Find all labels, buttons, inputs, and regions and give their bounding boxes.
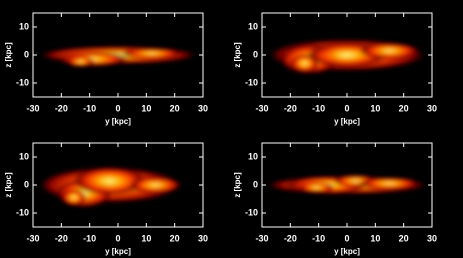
y-tick-label: -10 bbox=[245, 77, 258, 87]
x-axis-label: y [kpc] bbox=[105, 247, 131, 256]
x-tick-label: 0 bbox=[115, 103, 120, 113]
x-tick-label: -20 bbox=[55, 233, 68, 243]
y-tick-label: 10 bbox=[248, 151, 258, 161]
x-axis-label: y [kpc] bbox=[105, 117, 131, 126]
y-tick-label: 0 bbox=[253, 49, 258, 59]
x-tick-label: 10 bbox=[141, 233, 151, 243]
y-axis-label: z [kpc] bbox=[233, 42, 242, 68]
density-blob bbox=[73, 166, 146, 195]
density-map bbox=[38, 46, 198, 67]
x-tick-label: 0 bbox=[344, 233, 349, 243]
y-axis-label: z [kpc] bbox=[4, 172, 13, 198]
x-tick-label: 10 bbox=[370, 233, 380, 243]
y-tick-label: 0 bbox=[24, 49, 29, 59]
density-map bbox=[265, 174, 429, 194]
density-blob bbox=[129, 177, 182, 193]
x-tick-label: -20 bbox=[284, 233, 297, 243]
x-axis-label: y [kpc] bbox=[334, 247, 360, 256]
x-tick-label: 10 bbox=[370, 103, 380, 113]
y-tick-label: -10 bbox=[245, 207, 258, 217]
x-tick-label: -30 bbox=[26, 233, 39, 243]
x-tick-label: 30 bbox=[427, 103, 437, 113]
panel: -30 -20 -10 0 10 20 30 -10 0 10 y [kpc] z [kpc] bbox=[4, 12, 208, 126]
x-tick-label: 30 bbox=[427, 233, 437, 243]
x-tick-label: 20 bbox=[170, 103, 180, 113]
x-tick-label: -20 bbox=[284, 103, 297, 113]
x-tick-label: -10 bbox=[312, 233, 325, 243]
x-tick-label: -10 bbox=[83, 103, 96, 113]
x-tick-label: 0 bbox=[115, 233, 120, 243]
y-tick-label: 10 bbox=[19, 21, 29, 31]
density-blob bbox=[66, 56, 95, 67]
x-tick-label: -30 bbox=[26, 103, 39, 113]
y-axis-label: z [kpc] bbox=[233, 172, 242, 198]
x-tick-label: -30 bbox=[255, 103, 268, 113]
x-tick-label: -30 bbox=[255, 233, 268, 243]
y-tick-label: -10 bbox=[16, 77, 29, 87]
x-tick-label: 20 bbox=[399, 103, 409, 113]
panel: -30 -20 -10 0 10 20 30 -10 0 10 y [kpc] z [kpc] bbox=[4, 142, 208, 256]
y-tick-label: 10 bbox=[248, 21, 258, 31]
x-tick-label: 0 bbox=[344, 103, 349, 113]
y-tick-label: 0 bbox=[253, 179, 258, 189]
density-blob bbox=[359, 42, 420, 59]
y-tick-label: 10 bbox=[19, 151, 29, 161]
x-tick-label: 20 bbox=[399, 233, 409, 243]
density-blob bbox=[298, 182, 335, 193]
density-map bbox=[37, 166, 182, 208]
density-map bbox=[267, 39, 427, 75]
x-tick-label: -10 bbox=[312, 103, 325, 113]
density-blob bbox=[122, 48, 182, 59]
panel: -30 -20 -10 0 10 20 30 -10 0 10 y [kpc] z [kpc] bbox=[233, 12, 437, 126]
x-tick-label: -10 bbox=[83, 233, 96, 243]
x-tick-label: 30 bbox=[198, 233, 208, 243]
y-tick-label: 0 bbox=[24, 179, 29, 189]
x-axis-label: y [kpc] bbox=[334, 117, 360, 126]
y-axis-label: z [kpc] bbox=[4, 42, 13, 68]
x-tick-label: 20 bbox=[170, 233, 180, 243]
x-tick-label: 10 bbox=[141, 103, 151, 113]
x-tick-label: 30 bbox=[198, 103, 208, 113]
y-tick-label: -10 bbox=[16, 207, 29, 217]
density-blob bbox=[61, 189, 86, 206]
x-tick-label: -20 bbox=[55, 103, 68, 113]
panel: -30 -20 -10 0 10 20 30 -10 0 10 y [kpc] z [kpc] bbox=[233, 142, 437, 256]
density-blob bbox=[359, 177, 420, 190]
